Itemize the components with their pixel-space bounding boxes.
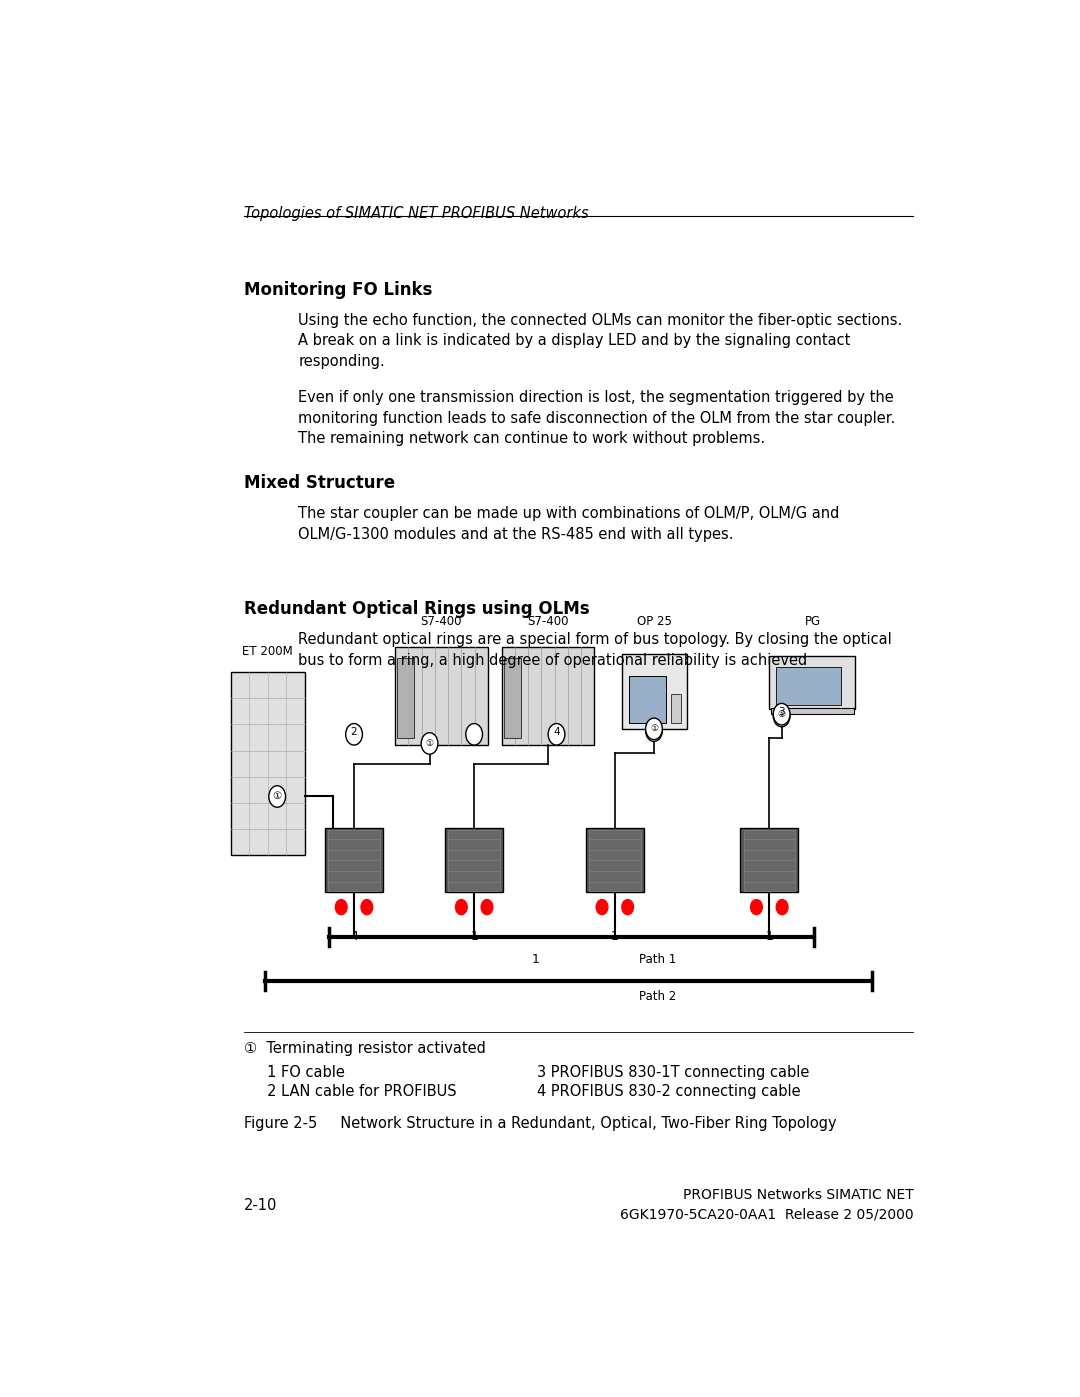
Circle shape xyxy=(336,900,347,915)
Text: 1: 1 xyxy=(611,930,619,943)
Text: ①: ① xyxy=(650,724,658,733)
Circle shape xyxy=(269,785,285,807)
Text: Mixed Structure: Mixed Structure xyxy=(244,474,395,492)
Text: 2 LAN cable for PROFIBUS: 2 LAN cable for PROFIBUS xyxy=(244,1084,457,1099)
Bar xyxy=(328,830,380,891)
Bar xyxy=(771,708,853,714)
Text: The star coupler can be made up with combinations of OLM/P, OLM/G and
OLM/G-1300: The star coupler can be made up with com… xyxy=(298,507,839,542)
Circle shape xyxy=(346,724,363,745)
Bar xyxy=(503,658,521,738)
Circle shape xyxy=(481,900,492,915)
Circle shape xyxy=(421,732,437,754)
Circle shape xyxy=(465,724,483,745)
Bar xyxy=(769,655,855,708)
Text: PG: PG xyxy=(805,615,821,629)
Text: 3 PROFIBUS 830-1T connecting cable: 3 PROFIBUS 830-1T connecting cable xyxy=(537,1065,809,1080)
Circle shape xyxy=(596,900,608,915)
Text: 3: 3 xyxy=(779,707,785,718)
Text: 6GK1970-5CA20-0AA1  Release 2 05/2000: 6GK1970-5CA20-0AA1 Release 2 05/2000 xyxy=(620,1208,914,1222)
Text: S7-400: S7-400 xyxy=(527,615,568,629)
Circle shape xyxy=(456,900,468,915)
Text: ①: ① xyxy=(272,792,282,802)
Text: Topologies of SIMATIC NET PROFIBUS Networks: Topologies of SIMATIC NET PROFIBUS Netwo… xyxy=(244,207,589,221)
Circle shape xyxy=(777,900,788,915)
Bar xyxy=(448,830,500,891)
Text: 1 FO cable: 1 FO cable xyxy=(244,1065,345,1080)
Text: ①  Terminating resistor activated: ① Terminating resistor activated xyxy=(244,1041,486,1056)
Bar xyxy=(501,647,594,745)
Bar xyxy=(777,666,841,705)
Circle shape xyxy=(549,724,565,745)
Text: 4: 4 xyxy=(553,728,559,738)
Circle shape xyxy=(751,900,762,915)
Circle shape xyxy=(646,718,662,739)
Text: 1: 1 xyxy=(766,930,773,943)
Text: 4 PROFIBUS 830-2 connecting cable: 4 PROFIBUS 830-2 connecting cable xyxy=(537,1084,800,1099)
Text: Path 1: Path 1 xyxy=(639,953,676,965)
Text: 1: 1 xyxy=(470,930,478,943)
Text: Redundant Optical Rings using OLMs: Redundant Optical Rings using OLMs xyxy=(244,601,590,617)
Circle shape xyxy=(646,719,662,742)
Circle shape xyxy=(622,900,634,915)
Text: ①: ① xyxy=(778,710,785,718)
Text: OP 25: OP 25 xyxy=(636,615,672,629)
Bar xyxy=(445,828,503,893)
Circle shape xyxy=(361,900,373,915)
Bar xyxy=(230,672,305,855)
Bar xyxy=(671,694,681,724)
Bar xyxy=(622,654,687,729)
Bar xyxy=(740,828,798,893)
Text: 1: 1 xyxy=(532,953,540,965)
Bar xyxy=(397,658,415,738)
Text: ①: ① xyxy=(426,739,433,747)
Circle shape xyxy=(773,704,789,725)
Bar xyxy=(395,647,488,745)
Bar xyxy=(585,828,644,893)
Bar xyxy=(743,830,795,891)
Text: PROFIBUS Networks SIMATIC NET: PROFIBUS Networks SIMATIC NET xyxy=(683,1189,914,1203)
Text: ET 200M: ET 200M xyxy=(242,644,293,658)
Bar xyxy=(589,830,640,891)
Text: 2-10: 2-10 xyxy=(244,1199,278,1213)
Text: S7-400: S7-400 xyxy=(420,615,462,629)
Text: 2: 2 xyxy=(351,728,357,738)
Bar xyxy=(629,676,666,724)
Text: Monitoring FO Links: Monitoring FO Links xyxy=(244,281,432,299)
Text: 4: 4 xyxy=(350,930,357,943)
Circle shape xyxy=(773,705,789,726)
Text: Figure 2-5     Network Structure in a Redundant, Optical, Two-Fiber Ring Topolog: Figure 2-5 Network Structure in a Redund… xyxy=(244,1116,836,1132)
Text: Even if only one transmission direction is lost, the segmentation triggered by t: Even if only one transmission direction … xyxy=(298,390,895,446)
Text: Path 2: Path 2 xyxy=(639,990,676,1003)
Bar xyxy=(325,828,383,893)
Text: Using the echo function, the connected OLMs can monitor the fiber-optic sections: Using the echo function, the connected O… xyxy=(298,313,903,369)
Text: Redundant optical rings are a special form of bus topology. By closing the optic: Redundant optical rings are a special fo… xyxy=(298,633,892,668)
